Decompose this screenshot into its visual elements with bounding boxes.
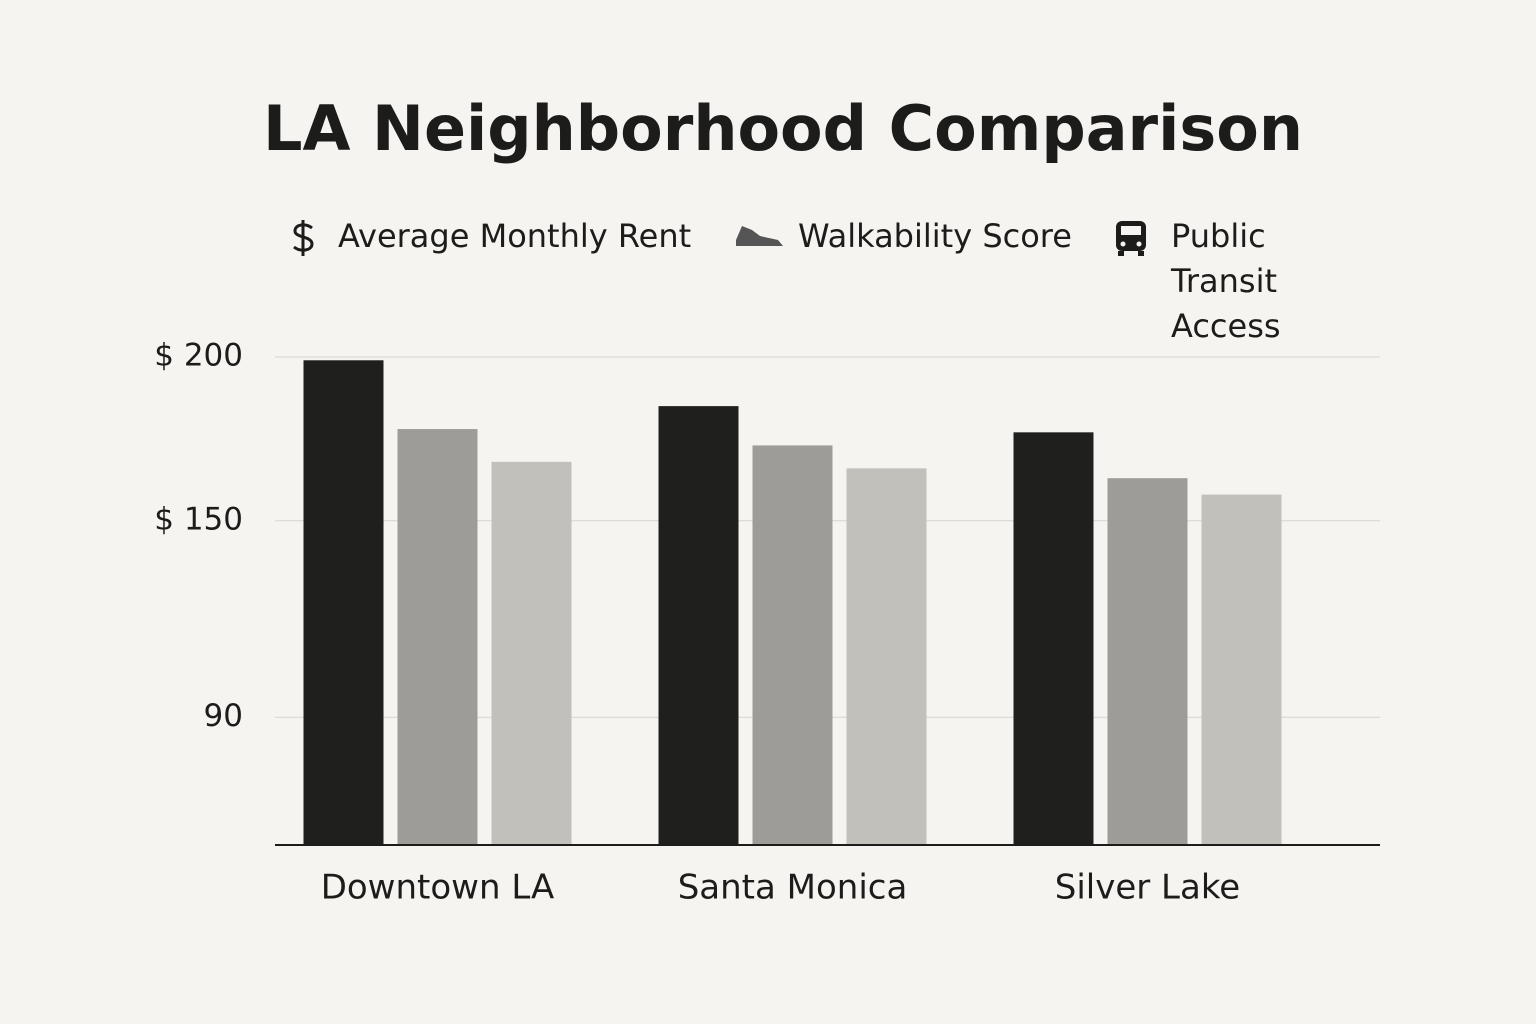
bar [397, 429, 478, 845]
y-tick-label: $ 150 [154, 501, 243, 537]
bar [491, 461, 572, 845]
chart-title: LA Neighborhood Comparison [263, 92, 1303, 165]
legend-icon-bus [1116, 221, 1146, 256]
bar [752, 445, 833, 845]
legend-label: Walkability Score [798, 217, 1072, 255]
bar [303, 360, 384, 845]
y-tick-label: $ 200 [154, 338, 243, 374]
legend-icon-dollar [293, 220, 314, 256]
bar [1013, 432, 1094, 845]
y-tick-label: 90 [204, 698, 243, 734]
bar [1201, 494, 1282, 845]
x-tick-label: Silver Lake [1055, 868, 1240, 908]
bar [658, 406, 739, 845]
bar [846, 468, 927, 845]
x-tick-label: Downtown LA [321, 868, 555, 908]
legend-label: Average Monthly Rent [338, 217, 691, 255]
bar [1107, 478, 1188, 845]
x-tick-label: Santa Monica [678, 868, 908, 908]
legend-label: Public Transit Access [1170, 217, 1281, 345]
legend-icon-shoe [736, 226, 783, 246]
